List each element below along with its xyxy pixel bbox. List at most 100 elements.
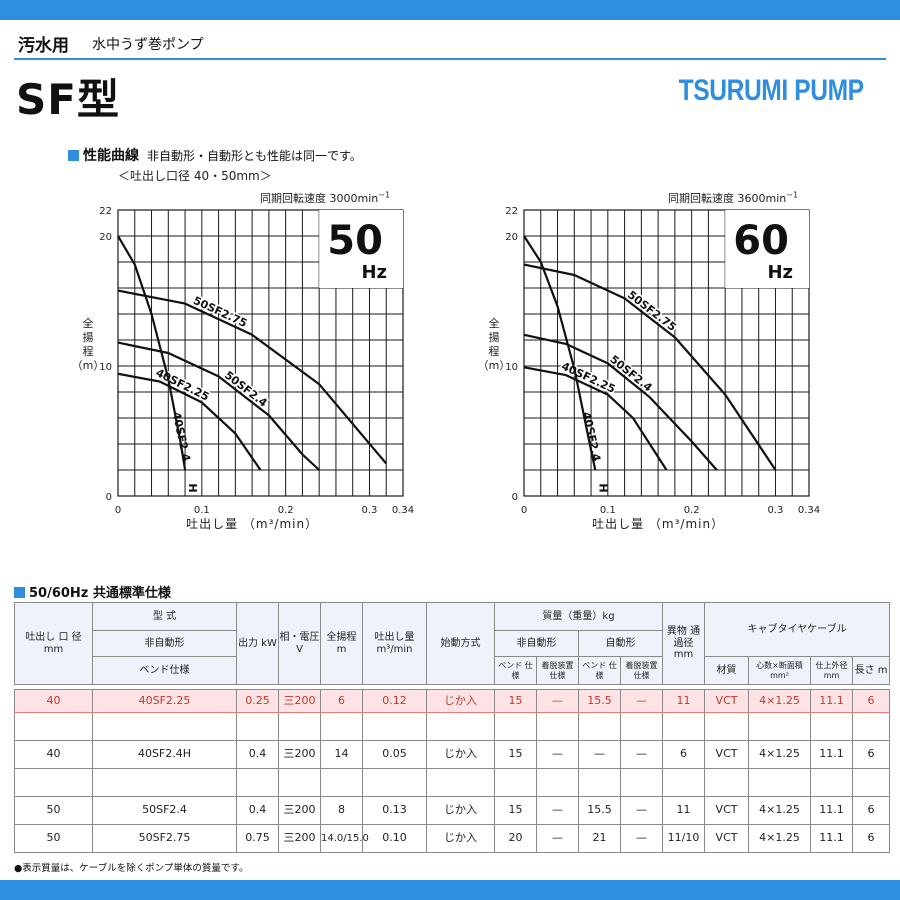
top-accent-bar [0,0,900,20]
series-line [117,235,187,471]
cell-mass-detach: — [536,689,579,713]
series-label: 50SF2.75 [625,288,679,334]
header-od: 仕上外径 mm [810,656,854,685]
cell-length: 6 [852,740,891,769]
series-label: 40SF2.4 [170,411,193,463]
header-phase-voltage: 相・電圧 V [278,602,321,685]
series-label-suffix: H [596,483,609,492]
section-square-icon [14,587,25,598]
plot-frame [523,209,810,497]
table-row[interactable]: 50 50SF2.4 0.4 三200 8 0.13 じか入 15 — 15.5… [14,796,891,825]
header-discharge: 吐出し量 m³/min [362,602,427,685]
speed-unit-sup: −1 [378,190,391,200]
cell-voltage: 三200 [278,740,321,769]
header-bend: ベンド仕様 [92,656,237,685]
x-tick-label: 0.34 [798,505,820,516]
cell-length: 6 [852,824,891,853]
table-row-highlighted[interactable]: 40 40SF2.25 0.25 三200 6 0.12 じか入 15 — 15… [14,689,891,713]
series-line [117,289,388,465]
x-tick-label: 0 [521,505,527,516]
performance-note: 非自動形・自動形とも性能は同一です。 [147,149,362,163]
x-axis-label: 吐出し量 （m³/min） [592,517,724,530]
cell-bore: 50 [14,824,93,853]
series-label: 40SF2.4 [580,411,603,463]
frequency-box [319,210,403,288]
header-bend-spec-auto: ベンド 仕様 [578,656,621,685]
speed-unit-sup: −1 [786,190,799,200]
spec-table: 吐出し 口 径 mm 型 式 出力 kW 相・電圧 V 全揚程 m 吐出し量 m… [14,602,891,853]
cell-head: 8 [320,796,363,825]
series-line [523,263,777,471]
spec-title: 50/60Hz 共通標準仕様 [29,586,171,601]
cell-length: 6 [852,689,891,713]
cell-od: 11.1 [810,824,854,853]
cell-material: VCT [704,740,750,769]
header-solids: 異物 通過径 mm [662,602,706,685]
footnote: ●表示質量は、ケーブルを除くポンプ単体の質量です。 [14,863,249,874]
y-tick-label: 22 [99,206,112,217]
y-tick-label: 20 [99,232,112,243]
header-mass-non-auto: 非自動形 [494,630,579,657]
series-label-suffix: H [186,483,199,492]
y-axis-label: 揚 [83,331,94,344]
cell-core: 4×1.25 [748,689,812,713]
header-detach-spec: 着脱装置 仕様 [536,656,579,685]
frequency-unit: Hz [361,262,387,283]
x-tick-label: 0.2 [278,505,294,516]
series-label: 40SF2.25 [154,366,212,403]
header-length: 長さ m [852,656,891,685]
x-tick-label: 0.1 [194,505,210,516]
spec-heading: 50/60Hz 共通標準仕様 [14,582,171,601]
header-core: 心数×断面積 mm² [748,656,812,685]
bottom-accent-bar [0,880,900,900]
plot-frame [117,209,404,497]
cell-solids: 11 [662,796,706,825]
header-material: 材質 [704,656,750,685]
cell-head: 6 [320,689,363,713]
cell-mass-detach: — [536,740,579,769]
series-line [523,333,718,471]
frequency-label: 60 [733,218,789,264]
cell-start: じか入 [426,740,495,769]
subtitle: 水中うず巻ポンプ [92,37,204,53]
cell-od: 11.1 [810,796,854,825]
y-tick-label: 10 [505,362,518,373]
y-axis-label: 全 [83,316,94,330]
header-cable: キャブタイヤケーブル [704,602,891,657]
table-row[interactable]: 40 40SF2.4H 0.4 三200 14 0.05 じか入 15 — — … [14,740,891,769]
cell-length: 6 [852,796,891,825]
cell-discharge: 0.13 [362,796,427,825]
cell-discharge: 0.10 [362,824,427,853]
cell-od: 11.1 [810,740,854,769]
cell-solids: 11/10 [662,824,706,853]
speed-text: 同期回転速度 3000min [260,192,379,205]
y-axis-label: 全 [489,316,500,330]
cell-core: 4×1.25 [748,824,812,853]
cell-od: 11.1 [810,689,854,713]
performance-heading: 性能曲線 非自動形・自動形とも性能は同一です。 [68,145,362,165]
header-detach-spec-auto: 着脱装置 仕様 [619,656,664,685]
header-model: 型 式 [92,602,237,631]
header-bend-spec: ベンド 仕様 [494,656,537,685]
y-tick-label: 0 [512,492,518,503]
header-non-auto: 非自動形 [92,630,237,657]
header-head: 全揚程 m [320,602,363,685]
x-tick-label: 0.1 [600,505,616,516]
cell-solids: 11 [662,689,706,713]
y-axis-label: 程 [83,345,94,358]
category-label: 汚水用 [18,36,69,56]
table-row[interactable]: 50 50SF2.75 0.75 三200 14.0/15.0 0.10 じか入… [14,824,891,853]
performance-title: 性能曲線 [83,148,139,164]
cell-output: 0.4 [236,740,279,769]
cell-material: VCT [704,824,750,853]
y-tick-label: 22 [505,206,518,217]
x-axis-label: 吐出し量 （m³/min） [186,517,318,530]
speed-label-60hz: 同期回転速度 3600min−1 [668,190,798,206]
cell-mass-detach: — [536,796,579,825]
cell-mass-auto-detach: — [619,796,664,825]
speed-text: 同期回転速度 3600min [668,192,787,205]
section-square-icon [68,150,79,161]
y-tick-label: 20 [505,232,518,243]
cell-voltage: 三200 [278,796,321,825]
frequency-box [725,210,809,288]
